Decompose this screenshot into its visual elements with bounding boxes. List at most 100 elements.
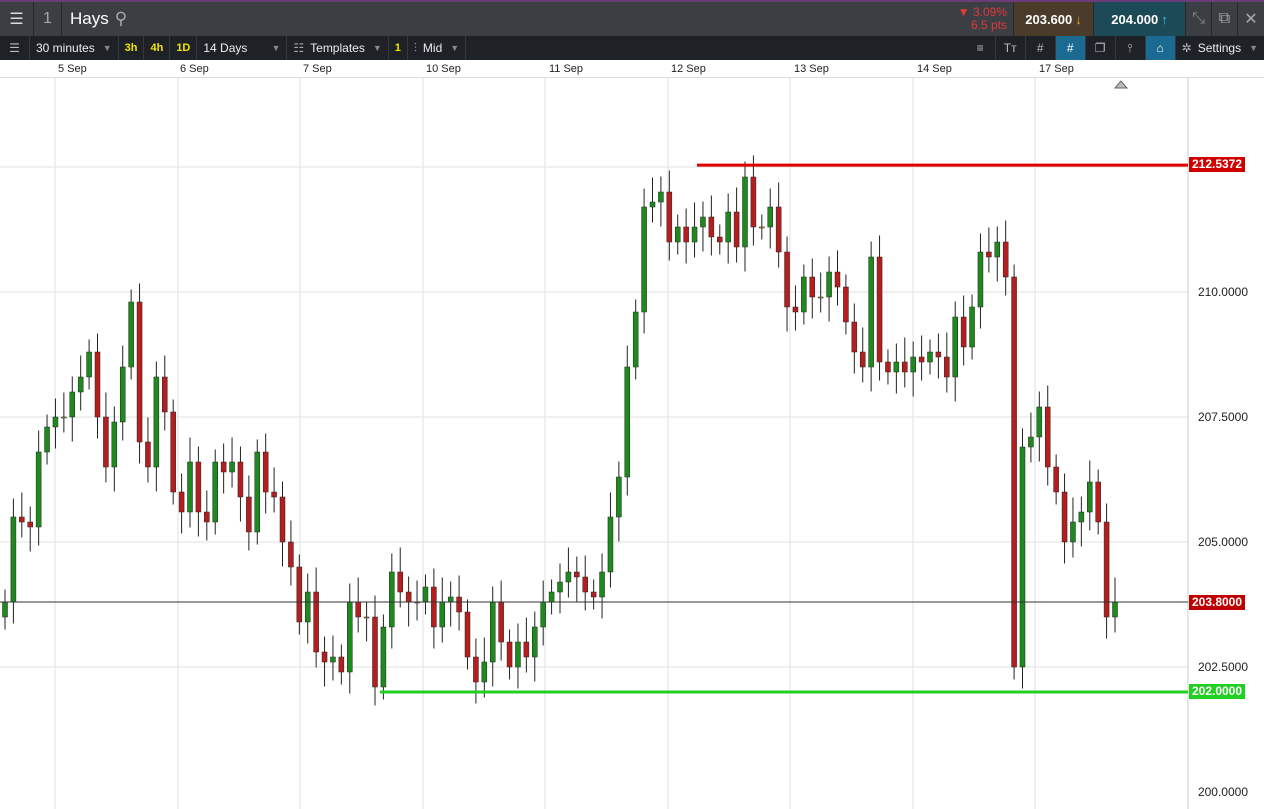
candle-body	[380, 626, 387, 688]
title-bar: ☰ 1 Hays ⚲ ▼ 3.09% 6.5 pts 203.600 ↓ 204.00…	[0, 0, 1264, 36]
candle-body	[431, 586, 437, 628]
crosshair-icon[interactable]: ⫯	[1116, 36, 1146, 60]
range-dropdown[interactable]: 14 Days ▼	[197, 36, 288, 60]
drawing-tools-icon[interactable]: #	[1055, 36, 1086, 60]
candle-body	[128, 301, 134, 368]
candle-body	[708, 216, 715, 238]
candle-body	[994, 241, 1001, 258]
candle-body	[220, 461, 227, 473]
candle-body	[254, 451, 261, 533]
scale-icon[interactable]: ≡	[966, 36, 996, 60]
quick-3h[interactable]: 3h	[119, 36, 145, 60]
price-type-dropdown[interactable]: ⫶ Mid ▼	[408, 36, 467, 60]
candle-body	[616, 476, 622, 518]
candle-body	[868, 256, 874, 368]
instrument-title: Hays	[70, 9, 109, 28]
candle-body	[632, 311, 639, 368]
buy-button[interactable]: 204.000 ↑	[1094, 2, 1186, 36]
candle-body	[1011, 276, 1017, 668]
date-label: 5 Sep	[58, 63, 87, 75]
interval-dropdown[interactable]: 30 minutes ▼	[30, 36, 119, 60]
arrow-down-icon: ↓	[1075, 11, 1082, 27]
candle-body	[10, 516, 17, 603]
candle-body	[952, 316, 958, 378]
candle-body	[1019, 446, 1026, 668]
price-change: ▼ 3.09% 6.5 pts	[954, 2, 1014, 36]
candle-body	[246, 496, 252, 533]
candle-body	[977, 251, 984, 308]
candle-body	[481, 661, 488, 683]
close-icon[interactable]: ✕	[1244, 11, 1258, 28]
date-label: 6 Sep	[180, 63, 209, 75]
price-label: 210.0000	[1197, 285, 1248, 299]
candle-body	[2, 601, 8, 618]
candle-body	[944, 356, 950, 378]
chart-toolbar: ☰ 30 minutes ▼ 3h 4h 1D 14 Days ▼ ☷ Templat…	[0, 36, 1264, 60]
candle-body	[363, 616, 370, 619]
candle-body	[229, 461, 235, 473]
candle-body	[61, 416, 67, 419]
date-axis: 5 Sep 6 Sep 7 Sep 10 Sep 11 Sep 12 Sep 1…	[0, 60, 1264, 78]
candle-body	[725, 211, 731, 243]
candle-body	[103, 416, 109, 468]
candle-body	[851, 321, 858, 353]
date-label: 12 Sep	[671, 63, 706, 75]
candle-body	[288, 541, 294, 568]
quick-4h[interactable]: 4h	[144, 36, 171, 60]
support-tag[interactable]: 202.0000	[1189, 684, 1245, 699]
candle-body	[532, 626, 538, 658]
minimize-icon[interactable]: ⤡	[1186, 2, 1212, 36]
candle-body	[540, 601, 546, 628]
candle-body	[212, 461, 218, 523]
date-label: 10 Sep	[426, 63, 461, 75]
candle-body	[397, 571, 403, 593]
candle-body	[801, 276, 807, 313]
candle-body	[237, 461, 244, 498]
candle-body	[506, 641, 513, 668]
grid-icon[interactable]: #	[1026, 36, 1056, 60]
candle-body	[624, 366, 631, 478]
candle-body	[296, 566, 303, 623]
candle-body	[523, 641, 530, 658]
quick-1d[interactable]: 1D	[170, 36, 198, 60]
search-icon[interactable]: ⚲	[114, 9, 128, 28]
list-icon[interactable]: ☰	[0, 36, 30, 60]
templates-dropdown[interactable]: ☷ Templates ▼	[287, 36, 389, 60]
candle-body	[565, 571, 572, 583]
candle-body	[691, 226, 698, 243]
candle-body	[439, 601, 446, 628]
candle-body	[489, 601, 496, 663]
resistance-tag[interactable]: 212.5372	[1189, 157, 1245, 172]
candle-body	[649, 201, 656, 208]
price-label: 207.5000	[1197, 410, 1248, 424]
sell-button[interactable]: 203.600 ↓	[1014, 2, 1094, 36]
candle-body	[843, 286, 849, 323]
candle-body	[27, 521, 33, 528]
settings-dropdown[interactable]: ✲ Settings ▼	[1181, 41, 1258, 55]
candle-body	[918, 356, 925, 363]
candle-body	[77, 376, 84, 393]
candle-body	[775, 206, 782, 253]
candle-body	[153, 376, 160, 468]
interval-value: 30 minutes	[36, 41, 95, 55]
candle-body	[590, 591, 597, 598]
candle-body	[548, 591, 555, 603]
layers-icon[interactable]: ❐	[1086, 36, 1116, 60]
menu-icon[interactable]: ☰	[0, 2, 34, 36]
candle-body	[355, 601, 361, 618]
popout-icon[interactable]: ⧉	[1212, 2, 1238, 36]
candle-body	[464, 611, 471, 658]
candle-body	[313, 591, 319, 653]
candle-body	[405, 591, 412, 603]
price-tag-icon[interactable]: ⌂	[1145, 36, 1176, 60]
candle-body	[1087, 481, 1093, 513]
link-badge[interactable]: 1	[34, 2, 62, 36]
text-size-icon[interactable]: Tт	[996, 36, 1026, 60]
candle-body	[910, 356, 916, 373]
scroll-marker-icon	[1113, 80, 1129, 89]
chart-count[interactable]: 1	[389, 36, 408, 60]
candle-body	[1112, 601, 1118, 618]
candle-body	[498, 601, 504, 643]
candle-body	[1028, 436, 1034, 448]
